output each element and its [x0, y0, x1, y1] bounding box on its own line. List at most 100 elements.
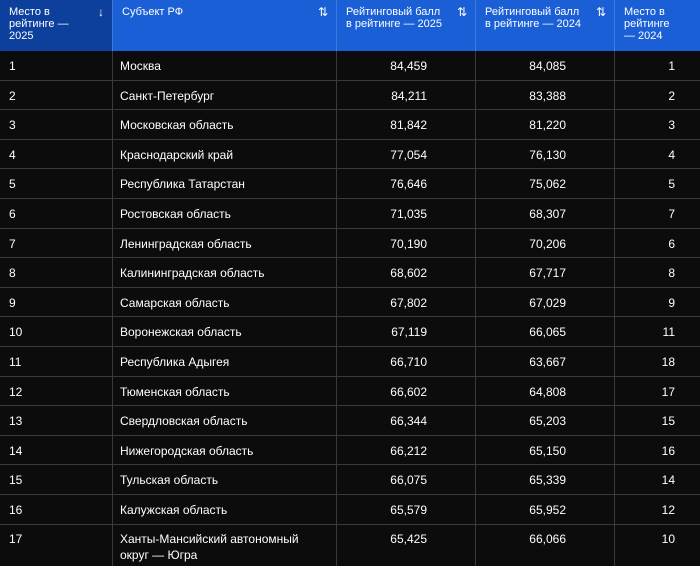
cell-place-2024: 7 [668, 206, 675, 221]
table-row: 15 Тульская область 66,075 65,339 14 [0, 465, 700, 495]
cell-score-2024: 63,667 [476, 346, 615, 376]
cell-score-2025: 66,075 [337, 465, 476, 494]
cell-place-2025: 17 [0, 524, 113, 566]
sort-icon[interactable]: ⇅ [456, 5, 467, 19]
cell-place-2025: 4 [0, 139, 113, 169]
cell-score-2024: 65,952 [476, 494, 615, 524]
cell-place-2024: 2 [668, 88, 675, 103]
cell-place-2025: 15 [0, 465, 113, 494]
cell-place-2025: 5 [0, 169, 113, 198]
table-row: 17 Ханты-Мансийский автономный округ — Юг… [0, 524, 700, 566]
cell-score-2025: 84,211 [337, 80, 476, 110]
cell-score-2024: 68,307 [476, 198, 615, 228]
cell-score-2025: 66,602 [337, 376, 476, 406]
column-header-score-2025[interactable]: Рейтинговый балл в рейтинге — 2025 ⇅ [337, 0, 476, 51]
cell-score-2024: 66,065 [476, 317, 615, 346]
cell-place-2024: 6 [668, 236, 675, 251]
table-body: 1 Москва 84,459 84,085 1 2 Санкт-Петербург 84,2… [0, 51, 700, 566]
table-row: 16 Калужская область 65,579 65,952 12 [0, 494, 700, 525]
cell-score-2024: 67,029 [476, 287, 615, 317]
cell-place-2025: 16 [0, 494, 113, 524]
table-row: 5 Республика Татарстан 76,646 75,062 5 [0, 169, 700, 199]
cell-score-2025: 71,035 [337, 198, 476, 228]
cell-score-2025: 84,459 [337, 51, 476, 80]
cell-place-2024: 14 [661, 473, 675, 488]
cell-score-2024: 64,808 [476, 376, 615, 406]
table-row: 8 Калининградская область 68,602 67,717 8 [0, 258, 700, 288]
column-header-label: Рейтинговый балл в рейтинге — 2024 [485, 6, 582, 30]
cell-region: Ленинградская область [113, 228, 337, 258]
cell-score-2024: 76,130 [476, 139, 615, 169]
cell-region: Тульская область [113, 465, 337, 494]
cell-place-2024: 16 [661, 443, 675, 458]
cell-place-2024: 4 [668, 147, 675, 162]
cell-place-2025: 8 [0, 258, 113, 287]
cell-score-2025: 67,802 [337, 287, 476, 317]
table-row: 2 Санкт-Петербург 84,211 83,388 2 [0, 80, 700, 111]
cell-place-2025: 12 [0, 376, 113, 406]
cell-region: Санкт-Петербург [113, 80, 337, 110]
cell-region: Калининградская область [113, 258, 337, 287]
cell-score-2025: 66,710 [337, 346, 476, 376]
cell-place-2024: 9 [668, 295, 675, 310]
cell-score-2025: 65,425 [337, 524, 476, 566]
cell-place-2024: 8 [668, 266, 675, 281]
table-row: 11 Республика Адыгея 66,710 63,667 18 [0, 346, 700, 377]
cell-place-2025: 3 [0, 110, 113, 139]
cell-region: Республика Татарстан [113, 169, 337, 198]
cell-place-2025: 10 [0, 317, 113, 346]
column-header-place-2024: Место в рейтинге — 2024 [615, 0, 700, 51]
cell-region: Ростовская область [113, 198, 337, 228]
cell-score-2024: 65,339 [476, 465, 615, 494]
cell-place-2025: 9 [0, 287, 113, 317]
table-row: 7 Ленинградская область 70,190 70,206 6 [0, 228, 700, 259]
cell-score-2025: 76,646 [337, 169, 476, 198]
cell-score-2024: 70,206 [476, 228, 615, 258]
cell-place-2025: 2 [0, 80, 113, 110]
table-row: 13 Свердловская область 66,344 65,203 15 [0, 406, 700, 436]
cell-score-2024: 65,203 [476, 406, 615, 435]
table-row: 4 Краснодарский край 77,054 76,130 4 [0, 139, 700, 170]
column-header-score-2024[interactable]: Рейтинговый балл в рейтинге — 2024 ⇅ [476, 0, 615, 51]
cell-region: Самарская область [113, 287, 337, 317]
cell-region: Калужская область [113, 494, 337, 524]
table-row: 10 Воронежская область 67,119 66,065 11 [0, 317, 700, 347]
cell-region: Нижегородская область [113, 435, 337, 465]
table-row: 9 Самарская область 67,802 67,029 9 [0, 287, 700, 318]
cell-place-2025: 11 [0, 346, 113, 376]
column-header-place-2025[interactable]: Место в рейтинге — 2025 ↓ [0, 0, 113, 51]
cell-place-2025: 1 [0, 51, 113, 80]
table-row: 12 Тюменская область 66,602 64,808 17 [0, 376, 700, 407]
cell-place-2024: 18 [661, 354, 675, 369]
cell-score-2025: 77,054 [337, 139, 476, 169]
cell-region: Тюменская область [113, 376, 337, 406]
sort-desc-icon[interactable]: ↓ [98, 5, 104, 19]
cell-region: Краснодарский край [113, 139, 337, 169]
cell-place-2024: 17 [661, 384, 675, 399]
cell-place-2024: 15 [661, 414, 675, 429]
cell-score-2025: 81,842 [337, 110, 476, 139]
sort-icon[interactable]: ⇅ [317, 5, 328, 19]
table-row: 3 Московская область 81,842 81,220 3 [0, 110, 700, 140]
cell-score-2025: 70,190 [337, 228, 476, 258]
column-header-label: Субъект РФ [122, 6, 184, 18]
cell-region: Москва [113, 51, 337, 80]
sort-icon[interactable]: ⇅ [595, 5, 606, 19]
cell-place-2025: 14 [0, 435, 113, 465]
cell-score-2024: 65,150 [476, 435, 615, 465]
table-header: Место в рейтинге — 2025 ↓ Субъект РФ ⇅ Р… [0, 0, 700, 51]
cell-region: Свердловская область [113, 406, 337, 435]
cell-place-2025: 7 [0, 228, 113, 258]
column-header-region[interactable]: Субъект РФ ⇅ [113, 0, 337, 51]
cell-place-2024: 12 [661, 502, 675, 517]
cell-score-2024: 83,388 [476, 80, 615, 110]
cell-region: Ханты-Мансийский автономный округ — Югра [113, 524, 337, 566]
cell-score-2025: 66,212 [337, 435, 476, 465]
column-header-label: Место в рейтинге — 2025 [9, 6, 69, 42]
cell-place-2024: 5 [668, 177, 675, 192]
cell-place-2025: 6 [0, 198, 113, 228]
cell-region: Воронежская область [113, 317, 337, 346]
cell-score-2024: 67,717 [476, 258, 615, 287]
cell-score-2025: 65,579 [337, 494, 476, 524]
cell-score-2024: 66,066 [476, 524, 615, 566]
